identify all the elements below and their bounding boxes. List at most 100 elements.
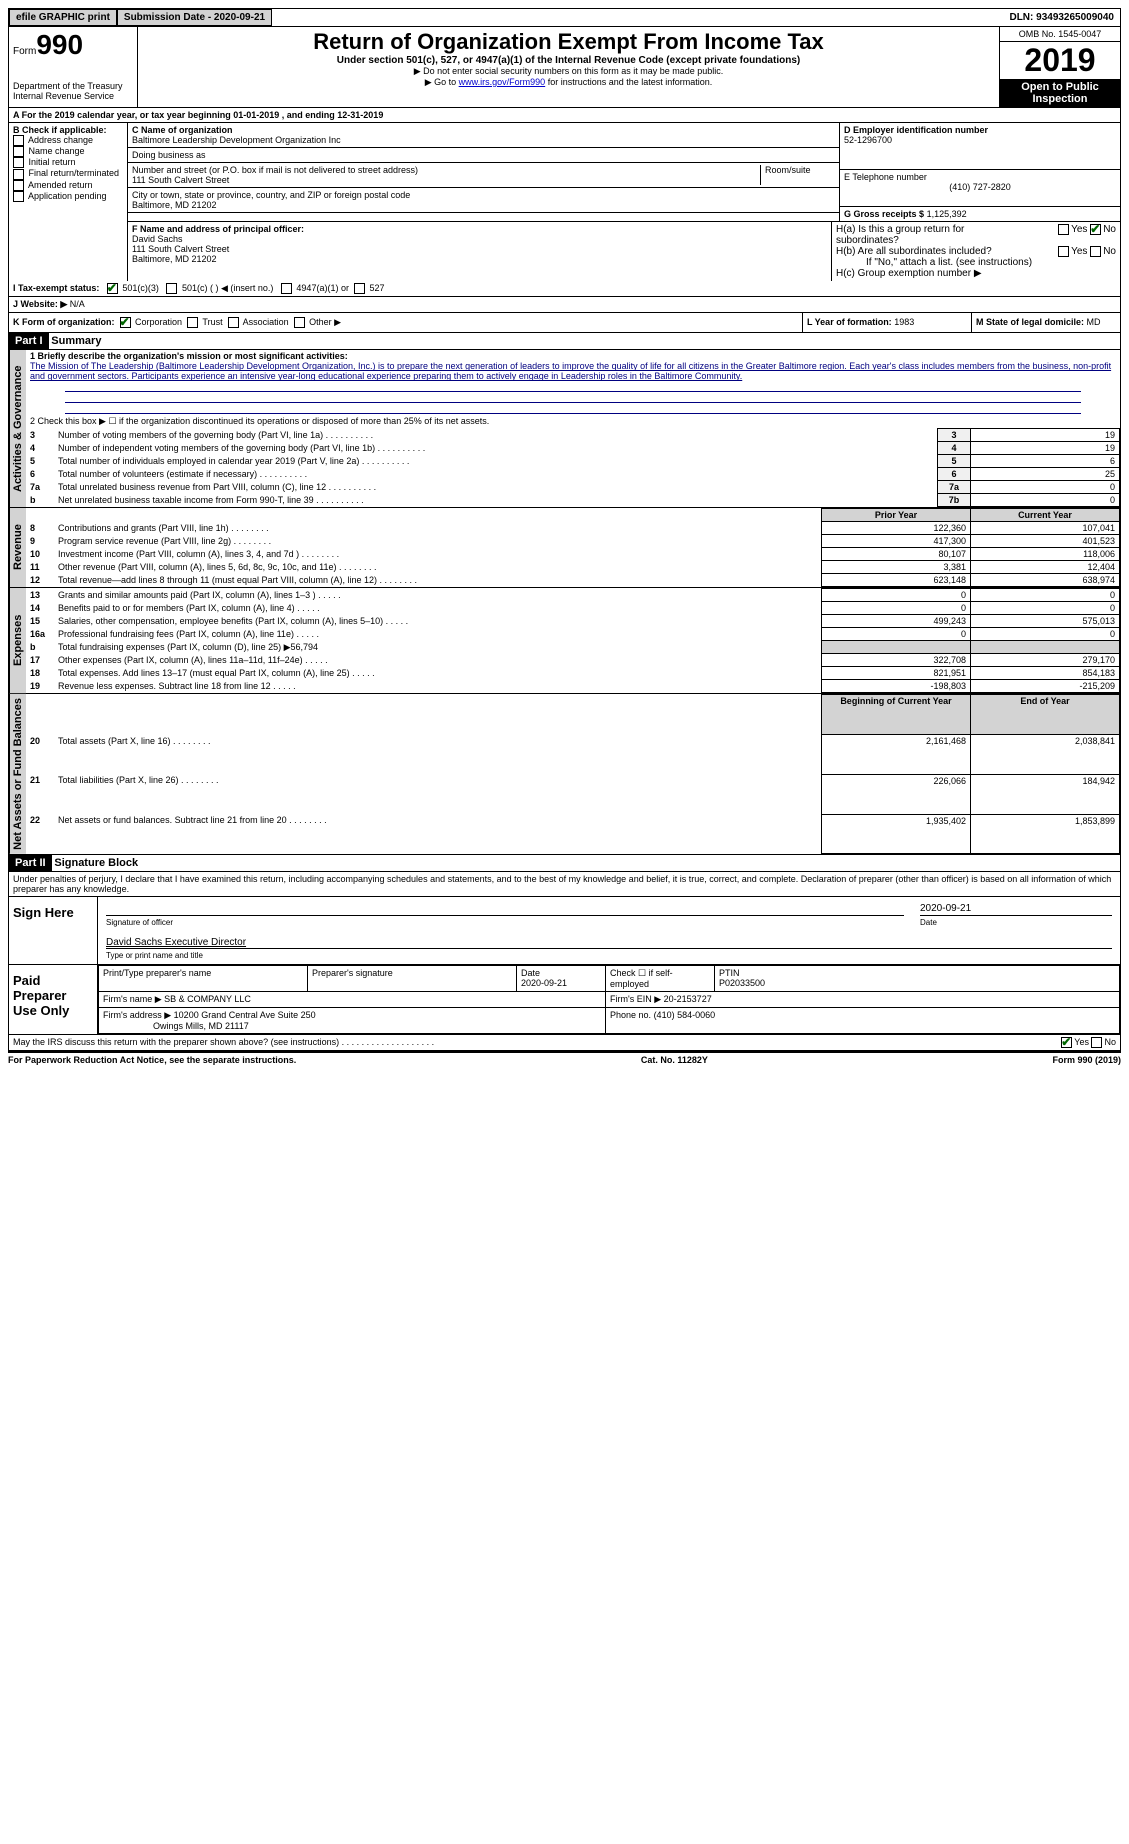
k-checkbox[interactable] (228, 317, 239, 328)
opt-4947: 4947(a)(1) or (296, 283, 349, 293)
net-assets-section: Net Assets or Fund Balances Beginning of… (8, 694, 1121, 855)
table-row: bNet unrelated business taxable income f… (26, 494, 1120, 507)
501c-checkbox[interactable] (166, 283, 177, 294)
box-b-checkbox[interactable] (13, 135, 24, 146)
part-2-header: Part II Signature Block (8, 855, 1121, 872)
top-bar: efile GRAPHIC print Submission Date - 20… (8, 8, 1121, 27)
form-org-label: K Form of organization: (13, 317, 115, 327)
box-b-checkbox[interactable] (13, 169, 24, 180)
box-g: G Gross receipts $ 1,125,392 (840, 207, 1120, 221)
box-d: D Employer identification number 52-1296… (840, 123, 1120, 170)
officer-addr2: Baltimore, MD 21202 (132, 254, 827, 264)
part1-title: Summary (51, 335, 101, 347)
form-title: Return of Organization Exempt From Incom… (142, 29, 995, 55)
tax-status-label: I Tax-exempt status: (13, 283, 99, 293)
vtab-activities: Activities & Governance (9, 350, 26, 507)
box-f: F Name and address of principal officer:… (128, 222, 831, 281)
table-row: 15Salaries, other compensation, employee… (26, 615, 1120, 628)
form-subtitle: Under section 501(c), 527, or 4947(a)(1)… (142, 55, 995, 66)
box-c-name: C Name of organization Baltimore Leaders… (128, 123, 839, 148)
officer-name-title: David Sachs Executive Director (106, 937, 1112, 949)
department-label: Department of the Treasury Internal Reve… (13, 81, 133, 101)
officer-addr1: 111 South Calvert Street (132, 244, 827, 254)
box-c-dba: Doing business as (128, 148, 839, 163)
note-2: ▶ Go to www.irs.gov/Form990 for instruct… (142, 77, 995, 88)
vtab-net-assets: Net Assets or Fund Balances (9, 694, 26, 854)
efile-button[interactable]: efile GRAPHIC print (9, 9, 117, 26)
ha-yes-checkbox[interactable] (1058, 224, 1069, 235)
page-footer: For Paperwork Reduction Act Notice, see … (8, 1051, 1121, 1067)
box-b-checkbox[interactable] (13, 180, 24, 191)
k-checkbox[interactable] (120, 317, 131, 328)
footer-right: Form 990 (2019) (1052, 1055, 1121, 1065)
irs-link[interactable]: www.irs.gov/Form990 (459, 77, 546, 87)
yes-label: Yes (1071, 224, 1087, 235)
table-row: 19Revenue less expenses. Subtract line 1… (26, 680, 1120, 693)
hb-no-checkbox[interactable] (1090, 246, 1101, 257)
hb-note: If "No," attach a list. (see instruction… (836, 257, 1116, 268)
table-row: 13Grants and similar amounts paid (Part … (26, 589, 1120, 602)
blank-line (65, 392, 1081, 403)
table-row: 3Number of voting members of the governi… (26, 429, 1120, 442)
ein-label: D Employer identification number (844, 125, 1116, 135)
blank-line (65, 403, 1081, 414)
vtab-revenue: Revenue (9, 508, 26, 587)
form-label: Form (13, 46, 36, 57)
declaration-text: Under penalties of perjury, I declare th… (9, 872, 1120, 896)
ha-no-checkbox[interactable] (1090, 224, 1101, 235)
domicile-label: M State of legal domicile: (976, 317, 1084, 327)
ptin-label: PTIN (719, 968, 740, 978)
4947-checkbox[interactable] (281, 283, 292, 294)
opt-501c3: 501(c)(3) (122, 283, 159, 293)
form-990: 990 (36, 29, 83, 60)
website-value: N/A (70, 299, 85, 310)
table-row: bTotal fundraising expenses (Part IX, co… (26, 641, 1120, 654)
box-b-item: Name change (13, 146, 123, 157)
row-i: I Tax-exempt status: 501(c)(3) 501(c) ( … (8, 281, 1121, 297)
table-row: 17Other expenses (Part IX, column (A), l… (26, 654, 1120, 667)
firm-name-label: Firm's name ▶ (103, 994, 162, 1004)
box-b-checkbox[interactable] (13, 146, 24, 157)
discuss-no-checkbox[interactable] (1091, 1037, 1102, 1048)
table-row: 21Total liabilities (Part X, line 26) . … (26, 774, 1120, 814)
net-assets-table: Beginning of Current YearEnd of Year 20T… (26, 694, 1120, 854)
firm-addr-label: Firm's address ▶ (103, 1010, 171, 1020)
note2-pre: ▶ Go to (425, 77, 459, 87)
summary-governance-table: 1 Briefly describe the organization's mi… (26, 350, 1120, 507)
box-b-checkbox[interactable] (13, 191, 24, 202)
k-checkbox[interactable] (187, 317, 198, 328)
firm-addr2: Owings Mills, MD 21117 (153, 1021, 249, 1031)
expenses-table: 13Grants and similar amounts paid (Part … (26, 588, 1120, 693)
sig-date-value: 2020-09-21 (920, 903, 1112, 916)
form-number-block: Form990 (13, 29, 133, 61)
section-a: A For the 2019 calendar year, or tax yea… (8, 108, 1121, 123)
firm-name: SB & COMPANY LLC (164, 994, 251, 1004)
year-formation-label: L Year of formation: (807, 317, 892, 327)
box-b-item: Address change (13, 135, 123, 146)
firm-phone-label: Phone no. (610, 1010, 651, 1020)
discuss-yes-checkbox[interactable] (1061, 1037, 1072, 1048)
part1-label: Part I (9, 333, 49, 349)
prep-date-value: 2020-09-21 (521, 978, 567, 988)
ptin-value: P02033500 (719, 978, 765, 988)
hb-yes-checkbox[interactable] (1058, 246, 1069, 257)
row-j: J Website: ▶ N/A (8, 297, 1121, 313)
discuss-no: No (1104, 1037, 1116, 1047)
firm-addr1: 10200 Grand Central Ave Suite 250 (174, 1010, 316, 1020)
line-2: 2 Check this box ▶ ☐ if the organization… (26, 415, 1120, 429)
table-row: 16aProfessional fundraising fees (Part I… (26, 628, 1120, 641)
box-b-checkbox[interactable] (13, 157, 24, 168)
revenue-section: Revenue Prior YearCurrent Year 8Contribu… (8, 508, 1121, 588)
table-row: 7aTotal unrelated business revenue from … (26, 481, 1120, 494)
table-row: 12Total revenue—add lines 8 through 11 (… (26, 574, 1120, 587)
hb-label: H(b) Are all subordinates included? (836, 246, 1006, 257)
prep-sig-label: Preparer's signature (308, 966, 517, 992)
mission-text: The Mission of The Leadership (Baltimore… (30, 361, 1111, 381)
officer-name: David Sachs (132, 234, 827, 244)
527-checkbox[interactable] (354, 283, 365, 294)
yes-label2: Yes (1071, 246, 1087, 257)
k-checkbox[interactable] (294, 317, 305, 328)
501c3-checkbox[interactable] (107, 283, 118, 294)
discuss-text: May the IRS discuss this return with the… (13, 1037, 339, 1047)
expenses-section: Expenses 13Grants and similar amounts pa… (8, 588, 1121, 694)
